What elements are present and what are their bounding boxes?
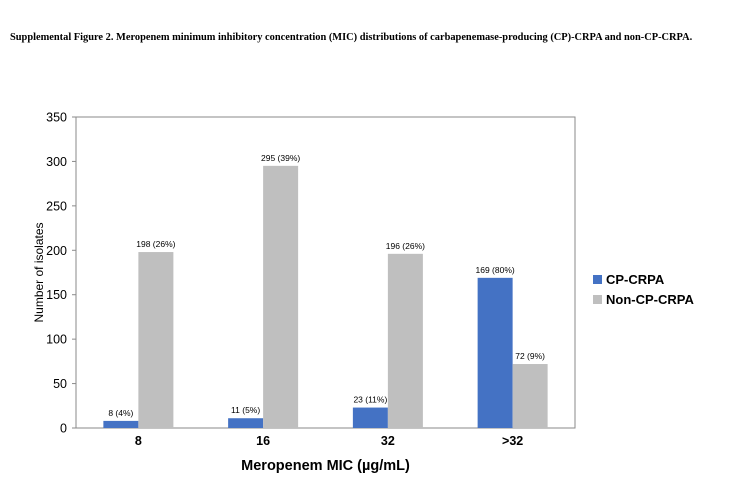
bar-non-cp-crpa <box>512 364 548 428</box>
legend: CP-CRPA Non-CP-CRPA <box>593 272 694 307</box>
legend-swatch <box>593 295 602 304</box>
bar-cp-crpa <box>477 277 513 428</box>
bar-non-cp-crpa <box>387 253 423 428</box>
data-label: 169 (80%) <box>476 265 515 275</box>
y-tick-label: 250 <box>46 199 67 213</box>
data-label: 23 (11%) <box>353 395 387 405</box>
x-tick-label: 32 <box>381 434 395 448</box>
bar-non-cp-crpa <box>263 165 299 428</box>
data-label: 196 (26%) <box>386 241 425 251</box>
y-tick-label: 50 <box>53 377 67 391</box>
bar-cp-crpa <box>228 418 264 428</box>
bar-cp-crpa <box>352 407 388 428</box>
figure-caption: Supplemental Figure 2. Meropenem minimum… <box>10 32 693 43</box>
y-tick-label: 300 <box>46 155 67 169</box>
x-tick-label: 8 <box>135 434 142 448</box>
x-tick-label: 16 <box>256 434 270 448</box>
y-tick-label: 150 <box>46 288 67 302</box>
data-label: 198 (26%) <box>136 239 175 249</box>
plot-area: 0 50 100 150 200 250 300 350 8 (4%) 198 (26%) 8 11 … <box>46 111 576 448</box>
data-label: 11 (5%) <box>231 405 260 415</box>
x-axis-label: Meropenem MIC (µg/mL) <box>241 458 410 474</box>
data-label: 72 (9%) <box>515 351 545 361</box>
y-axis-label: Number of isolates <box>32 222 46 322</box>
legend-label: Non-CP-CRPA <box>606 292 694 307</box>
x-tick-label: >32 <box>502 434 523 448</box>
y-tick-label: 350 <box>46 111 67 125</box>
data-label: 8 (4%) <box>108 408 133 418</box>
y-tick-label: 200 <box>46 244 67 258</box>
data-label: 295 (39%) <box>261 153 300 163</box>
y-tick-label: 0 <box>60 422 67 436</box>
plot-border <box>75 116 576 429</box>
legend-label: CP-CRPA <box>606 272 665 287</box>
y-tick-label: 100 <box>46 333 67 347</box>
legend-swatch <box>593 275 602 284</box>
bar-cp-crpa <box>103 420 139 428</box>
bar-non-cp-crpa <box>138 252 174 428</box>
